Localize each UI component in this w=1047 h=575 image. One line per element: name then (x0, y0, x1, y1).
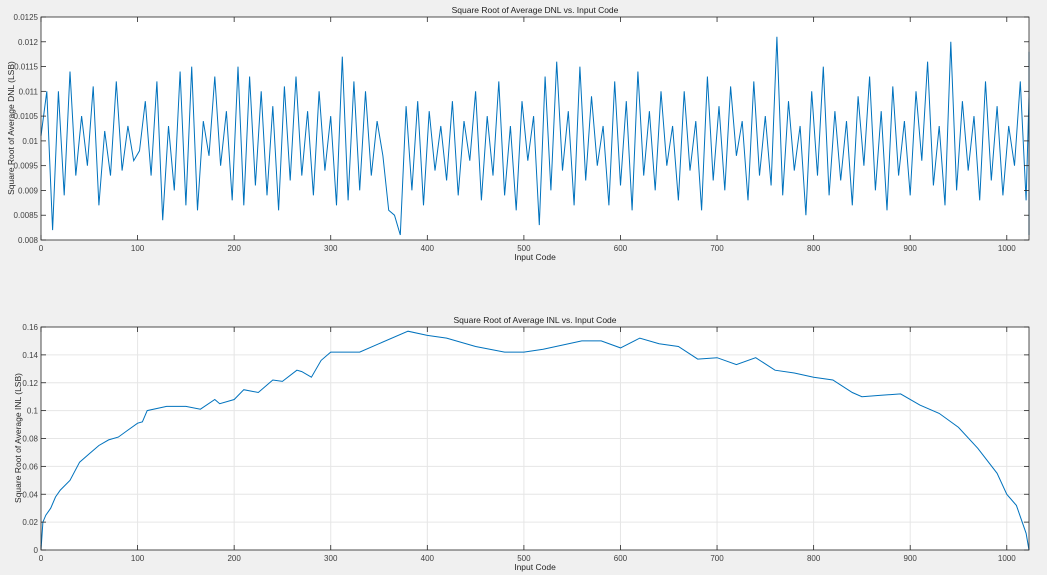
x-tick-label: 600 (614, 554, 628, 563)
y-tick-label: 0.0095 (14, 162, 39, 171)
axes-box (40, 16, 1030, 241)
y-tick-label: 0.01 (22, 137, 38, 146)
y-tick-label: 0.0125 (14, 13, 39, 22)
x-tick-label: 800 (807, 244, 821, 253)
x-tick-label: 1000 (998, 554, 1016, 563)
x-tick-label: 600 (614, 244, 628, 253)
dnl-axes: Square Root of Average DNL vs. Input Cod… (6, 5, 1030, 262)
dnl-xlabel: Input Code (514, 252, 556, 262)
x-tick-label: 400 (421, 554, 435, 563)
x-tick-label: 400 (421, 244, 435, 253)
x-tick-label: 700 (710, 244, 724, 253)
x-tick-label: 200 (227, 554, 241, 563)
x-tick-label: 500 (517, 554, 531, 563)
x-tick-label: 800 (807, 554, 821, 563)
plot-area (41, 17, 1029, 240)
y-tick-label: 0.02 (22, 518, 38, 527)
dnl-title: Square Root of Average DNL vs. Input Cod… (452, 5, 619, 15)
dnl-ylabel: Square Root of Average DNL (LSB) (6, 61, 16, 195)
inl-xlabel: Input Code (514, 562, 556, 572)
y-tick-label: 0.012 (18, 38, 39, 47)
x-tick-label: 300 (324, 554, 338, 563)
y-tick-label: 0.008 (18, 236, 39, 245)
y-tick-label: 0.0105 (14, 112, 39, 121)
y-tick-label: 0 (34, 546, 39, 555)
x-tick-label: 200 (227, 244, 241, 253)
x-tick-label: 100 (131, 244, 145, 253)
y-tick-label: 0.08 (22, 435, 38, 444)
x-tick-label: 700 (710, 554, 724, 563)
y-tick-label: 0.04 (22, 490, 38, 499)
y-tick-label: 0.14 (22, 351, 38, 360)
y-tick-label: 0.0115 (14, 63, 38, 72)
x-tick-label: 0 (39, 244, 44, 253)
inl-axes: Square Root of Average INL vs. Input Cod… (13, 315, 1030, 572)
y-tick-label: 0.009 (18, 186, 39, 195)
inl-title: Square Root of Average INL vs. Input Cod… (453, 315, 616, 325)
y-tick-label: 0.1 (27, 407, 39, 416)
x-tick-label: 100 (131, 554, 145, 563)
y-tick-label: 0.16 (22, 323, 38, 332)
y-tick-label: 0.0085 (14, 211, 39, 220)
x-tick-label: 500 (517, 244, 531, 253)
data-series-line (40, 330, 1030, 551)
inl-ylabel: Square Root of Average INL (LSB) (13, 373, 23, 503)
x-tick-label: 900 (904, 554, 918, 563)
x-tick-label: 0 (39, 554, 44, 563)
y-tick-label: 0.06 (22, 462, 38, 471)
y-tick-label: 0.011 (19, 87, 39, 96)
x-tick-label: 300 (324, 244, 338, 253)
y-tick-label: 0.12 (22, 379, 38, 388)
x-tick-label: 900 (904, 244, 918, 253)
x-tick-label: 1000 (998, 244, 1016, 253)
